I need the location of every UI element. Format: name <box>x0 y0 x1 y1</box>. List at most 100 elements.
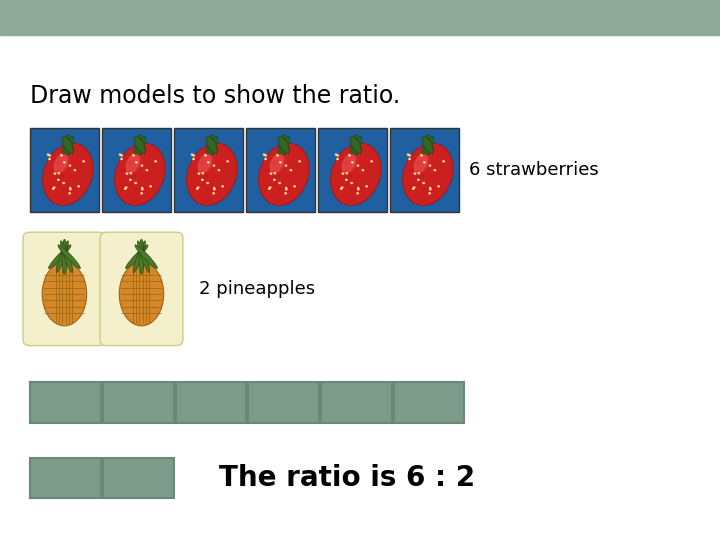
Ellipse shape <box>408 154 411 157</box>
Ellipse shape <box>202 172 204 174</box>
Ellipse shape <box>62 136 73 154</box>
Bar <box>0 0 720 35</box>
Ellipse shape <box>125 172 128 175</box>
Ellipse shape <box>206 136 217 154</box>
Ellipse shape <box>53 172 56 175</box>
Bar <box>176 382 246 422</box>
Ellipse shape <box>69 188 72 191</box>
Ellipse shape <box>52 187 55 190</box>
Ellipse shape <box>269 186 271 189</box>
Ellipse shape <box>418 172 420 174</box>
Ellipse shape <box>213 188 216 191</box>
Ellipse shape <box>422 182 425 184</box>
Ellipse shape <box>289 169 292 171</box>
Ellipse shape <box>204 154 207 157</box>
Ellipse shape <box>48 154 51 157</box>
Ellipse shape <box>428 192 431 194</box>
Ellipse shape <box>273 179 276 181</box>
Ellipse shape <box>278 182 281 184</box>
Ellipse shape <box>207 161 210 164</box>
Ellipse shape <box>407 153 410 156</box>
Ellipse shape <box>402 143 453 205</box>
Ellipse shape <box>437 185 440 187</box>
Ellipse shape <box>423 161 426 164</box>
Ellipse shape <box>134 136 145 154</box>
Ellipse shape <box>284 192 287 194</box>
Ellipse shape <box>58 172 60 174</box>
Ellipse shape <box>73 169 76 171</box>
Ellipse shape <box>226 160 229 163</box>
Ellipse shape <box>422 136 433 154</box>
Ellipse shape <box>274 172 276 174</box>
Ellipse shape <box>336 158 339 160</box>
Ellipse shape <box>361 169 364 171</box>
Ellipse shape <box>269 153 284 173</box>
Ellipse shape <box>346 172 348 174</box>
Ellipse shape <box>134 182 137 184</box>
Ellipse shape <box>82 160 85 163</box>
FancyBboxPatch shape <box>100 232 183 346</box>
Ellipse shape <box>62 239 67 274</box>
Ellipse shape <box>356 164 359 167</box>
Bar <box>248 382 319 422</box>
Ellipse shape <box>341 172 344 175</box>
Ellipse shape <box>264 154 267 157</box>
Ellipse shape <box>269 172 272 175</box>
Ellipse shape <box>62 182 65 184</box>
Ellipse shape <box>350 182 353 184</box>
Ellipse shape <box>134 136 145 154</box>
Ellipse shape <box>353 134 359 156</box>
Ellipse shape <box>209 134 215 156</box>
Ellipse shape <box>132 154 135 157</box>
Ellipse shape <box>281 134 287 156</box>
Ellipse shape <box>284 164 287 167</box>
Ellipse shape <box>278 136 289 154</box>
Ellipse shape <box>53 186 55 189</box>
Text: The ratio is 6 : 2: The ratio is 6 : 2 <box>219 464 475 492</box>
Ellipse shape <box>442 160 445 163</box>
Ellipse shape <box>351 161 354 164</box>
Ellipse shape <box>42 262 86 326</box>
Ellipse shape <box>63 161 66 164</box>
Ellipse shape <box>120 158 123 160</box>
Ellipse shape <box>201 179 204 181</box>
Ellipse shape <box>57 179 60 181</box>
Bar <box>174 128 243 212</box>
Ellipse shape <box>139 239 144 274</box>
Ellipse shape <box>341 186 343 189</box>
Ellipse shape <box>429 187 431 190</box>
Ellipse shape <box>279 161 282 164</box>
Ellipse shape <box>357 187 359 190</box>
FancyBboxPatch shape <box>23 232 106 346</box>
Ellipse shape <box>264 158 267 160</box>
Ellipse shape <box>258 143 309 205</box>
Ellipse shape <box>47 153 50 156</box>
Ellipse shape <box>417 179 420 181</box>
Ellipse shape <box>365 185 368 187</box>
Bar <box>390 128 459 212</box>
Ellipse shape <box>330 143 381 205</box>
Ellipse shape <box>186 143 237 205</box>
Ellipse shape <box>413 172 416 175</box>
Ellipse shape <box>412 187 415 190</box>
Ellipse shape <box>58 245 81 268</box>
Ellipse shape <box>221 185 224 187</box>
Ellipse shape <box>341 153 356 173</box>
Ellipse shape <box>129 179 132 181</box>
Ellipse shape <box>125 245 148 268</box>
Ellipse shape <box>119 153 122 156</box>
Ellipse shape <box>125 153 140 173</box>
Ellipse shape <box>65 134 71 156</box>
Ellipse shape <box>68 192 71 194</box>
Ellipse shape <box>141 188 144 191</box>
Bar <box>103 457 174 498</box>
Ellipse shape <box>138 241 150 273</box>
Ellipse shape <box>206 182 209 184</box>
Ellipse shape <box>196 187 199 190</box>
Ellipse shape <box>293 185 296 187</box>
Ellipse shape <box>433 169 436 171</box>
Bar <box>30 382 101 422</box>
Ellipse shape <box>350 136 361 154</box>
Bar <box>30 128 99 212</box>
Ellipse shape <box>124 187 127 190</box>
